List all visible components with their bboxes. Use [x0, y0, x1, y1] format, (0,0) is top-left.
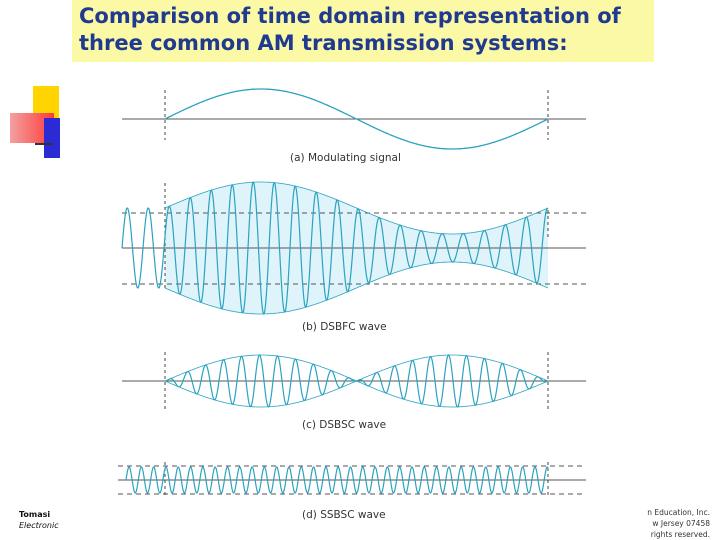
modulating-signal-curve [164, 88, 549, 150]
decorative-blue-bar [44, 118, 60, 158]
caption-modulating-signal: (a) Modulating signal [290, 152, 401, 164]
footer-copyright-line-3: rights reserved. [650, 530, 710, 539]
caption-ssbsc-wave: (d) SSBSC wave [302, 509, 386, 521]
decorative-dash [35, 143, 53, 145]
dsbfc-carrier-wave [121, 181, 549, 315]
caption-dsbfc-wave: (b) DSBFC wave [302, 321, 387, 333]
dsbfc-lower-envelope [164, 261, 549, 315]
dsbfc-upper-envelope [164, 181, 549, 235]
slide-title-line-2: three common AM transmission systems: [79, 31, 568, 55]
panel-modulating-signal [122, 88, 586, 150]
dsbsc-upper-envelope [164, 354, 549, 382]
panel-dsbfc-wave [121, 181, 586, 315]
footer-copyright-line-1: n Education, Inc. [647, 508, 710, 517]
slide-title-box: Comparison of time domain representation… [72, 0, 654, 62]
caption-dsbsc-wave: (c) DSBSC wave [302, 419, 386, 431]
panel-dsbsc-wave [122, 352, 586, 410]
ssbsc-wave [125, 466, 549, 494]
footer-book: Electronic [19, 521, 59, 530]
panel-ssbsc-wave [118, 462, 586, 498]
slide-title-line-1: Comparison of time domain representation… [79, 4, 621, 28]
dsbsc-lower-envelope [164, 380, 549, 408]
footer-copyright-line-2: w Jersey 07458 [652, 519, 710, 528]
footer-author: Tomasi [19, 510, 51, 519]
footer-left: Tomasi Electronic [19, 509, 59, 531]
footer-copyright: n Education, Inc. w Jersey 07458 rights … [647, 507, 710, 540]
